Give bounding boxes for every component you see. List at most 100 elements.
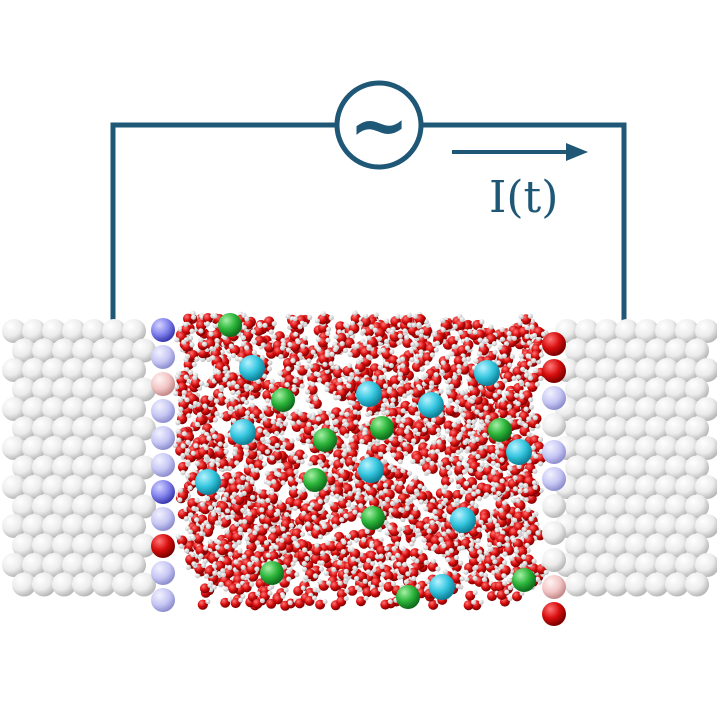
hydrogen-atom	[467, 487, 473, 493]
hydrogen-atom	[471, 571, 477, 577]
electrode-atom	[585, 455, 609, 480]
hydrogen-atom	[440, 434, 446, 441]
oxygen-atom	[196, 320, 207, 331]
electrode-atom	[92, 572, 116, 597]
hydrogen-atom	[499, 336, 506, 342]
electrode-atom	[565, 494, 589, 519]
oxygen-atom	[233, 494, 245, 505]
hydrogen-atom	[241, 312, 247, 318]
hydrogen-atom	[434, 448, 440, 454]
hydrogen-atom	[415, 528, 421, 534]
hydrogen-atom	[533, 367, 539, 374]
hydrogen-atom	[262, 429, 268, 435]
hydrogen-atom	[388, 436, 394, 442]
hydrogen-atom	[192, 375, 198, 381]
hydrogen-atom	[219, 349, 225, 355]
hydrogen-atom	[400, 468, 406, 474]
hydrogen-atom	[213, 398, 219, 404]
hydrogen-atom	[235, 583, 241, 589]
hydrogen-atom	[292, 316, 298, 322]
hydrogen-atom	[411, 322, 417, 328]
electrode-atom	[635, 319, 659, 343]
electrode-atom	[72, 494, 96, 519]
electrode-atom	[595, 475, 619, 499]
hydrogen-atom	[430, 449, 436, 455]
electrode-atom	[595, 358, 619, 382]
hydrogen-atom	[467, 328, 473, 335]
oxygen-atom	[230, 598, 241, 609]
hydrogen-atom	[354, 376, 360, 382]
ac-source-icon: ~	[334, 80, 424, 170]
hydrogen-atom	[452, 323, 458, 329]
hydrogen-atom	[223, 491, 229, 498]
hydrogen-atom	[320, 311, 326, 317]
hydrogen-atom	[406, 312, 412, 318]
hydrogen-atom	[301, 510, 307, 516]
hydrogen-atom	[317, 409, 323, 415]
electrode-atom	[52, 494, 76, 519]
electrode-atom	[685, 338, 709, 363]
electrode-atom	[685, 572, 709, 597]
electrode-atom	[62, 319, 86, 343]
hydrogen-atom	[520, 366, 526, 372]
hydrogen-atom	[341, 443, 347, 449]
hydrogen-atom	[185, 439, 191, 445]
hydrogen-atom	[397, 436, 404, 443]
oxygen-atom	[214, 372, 225, 383]
surface-charge-atom	[151, 426, 175, 450]
oxygen-atom	[459, 364, 470, 375]
surface-charge-atom	[542, 359, 566, 383]
hydrogen-atom	[194, 460, 200, 466]
hydrogen-atom	[273, 511, 279, 517]
hydrogen-atom	[237, 404, 243, 410]
hydrogen-atom	[411, 438, 417, 444]
arrow-right-icon	[452, 143, 588, 161]
hydrogen-atom	[343, 557, 349, 563]
hydrogen-atom	[183, 374, 189, 380]
hydrogen-atom	[275, 421, 281, 427]
hydrogen-atom	[191, 505, 197, 512]
hydrogen-atom	[326, 326, 332, 332]
electrode-atom	[575, 436, 599, 460]
hydrogen-atom	[418, 328, 425, 335]
hydrogen-atom	[218, 581, 224, 587]
oxygen-atom	[280, 600, 291, 611]
surface-charge-atom	[542, 602, 566, 626]
electrode-atom	[62, 436, 86, 460]
hydrogen-atom	[538, 461, 544, 467]
hydrogen-atom	[415, 584, 421, 589]
hydrogen-atom	[279, 345, 286, 351]
hydrogen-atom	[274, 442, 280, 448]
hydrogen-atom	[441, 543, 447, 549]
electrode-atom	[32, 455, 56, 480]
hydrogen-atom	[494, 523, 500, 529]
hydrogen-atom	[349, 372, 355, 378]
hydrogen-atom	[223, 442, 229, 449]
electrode-atom	[645, 455, 669, 480]
hydrogen-atom	[249, 413, 255, 419]
hydrogen-atom	[452, 570, 458, 576]
hydrogen-atom	[425, 457, 431, 463]
electrode-atom	[52, 338, 76, 363]
hydrogen-atom	[337, 580, 343, 586]
electrode-atom	[615, 319, 639, 343]
hydrogen-atom	[387, 525, 393, 531]
oxygen-atom	[481, 581, 492, 592]
hydrogen-atom	[476, 495, 482, 502]
hydrogen-atom	[300, 487, 306, 493]
hydrogen-atom	[344, 588, 350, 594]
hydrogen-atom	[472, 575, 478, 581]
hydrogen-atom	[327, 472, 333, 478]
hydrogen-atom	[244, 345, 250, 351]
hydrogen-atom	[245, 475, 251, 481]
hydrogen-atom	[175, 534, 181, 540]
hydrogen-atom	[519, 393, 525, 399]
surface-charge-atom	[542, 467, 566, 491]
hydrogen-atom	[190, 314, 197, 320]
hydrogen-atom	[196, 412, 203, 418]
hydrogen-atom	[201, 341, 208, 347]
hydrogen-atom	[352, 509, 358, 515]
electrode-atom	[72, 377, 96, 402]
hydrogen-atom	[201, 562, 207, 569]
